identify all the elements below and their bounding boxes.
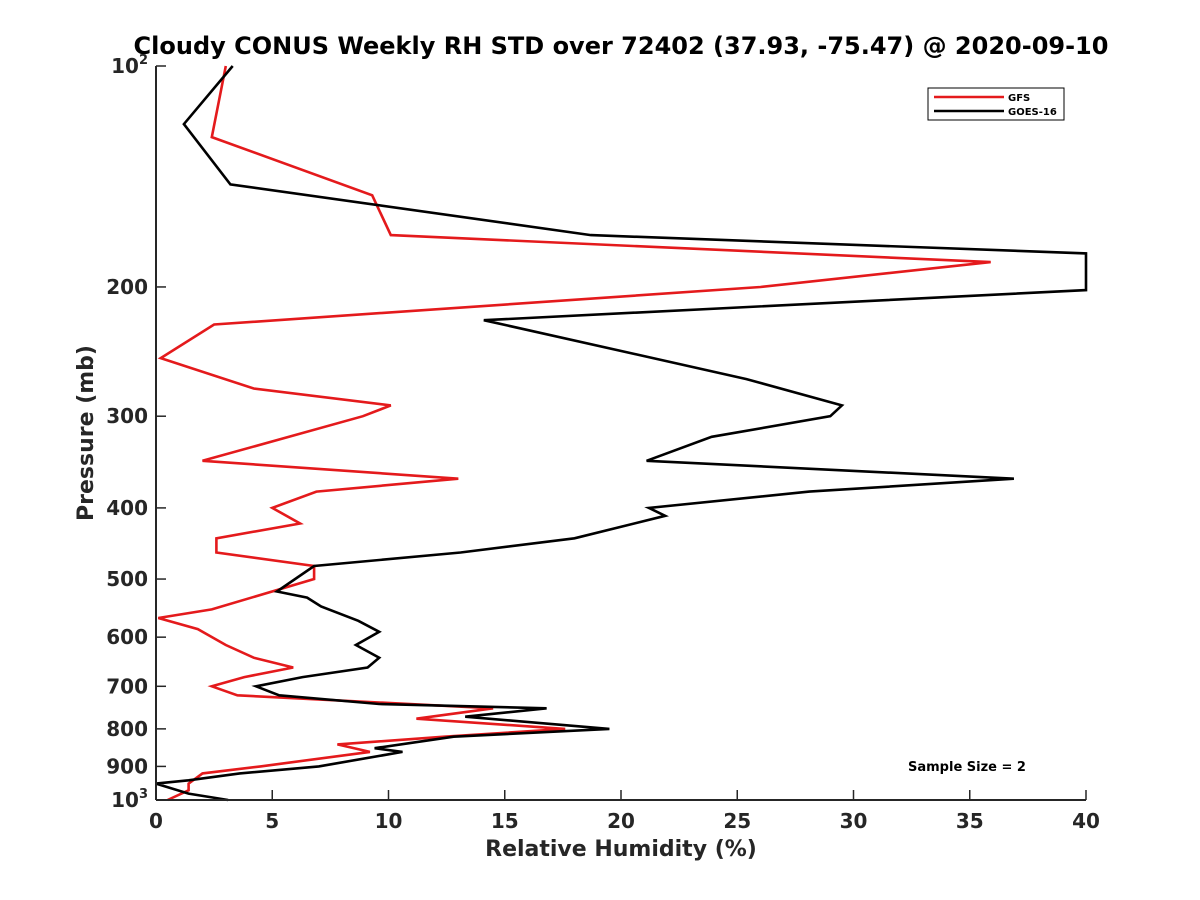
y-tick-label: 900 — [106, 754, 148, 778]
series-lines — [155, 65, 1088, 802]
y-axis-ticks: 102 200 300 400 500 600 700 800 900 103 — [106, 53, 166, 812]
legend-box — [927, 87, 1065, 121]
x-tick-label: 40 — [1072, 809, 1100, 833]
y-tick-label: 103 — [111, 787, 148, 812]
x-tick-label: 20 — [607, 809, 635, 833]
y-tick-label: 800 — [106, 717, 148, 741]
x-tick-label: 5 — [265, 809, 279, 833]
y-tick-label: 200 — [106, 275, 148, 299]
chart-title: Cloudy CONUS Weekly RH STD over 72402 (3… — [134, 32, 1109, 60]
x-tick-label: 0 — [149, 809, 163, 833]
legend-label-goes16: GOES-16 — [1008, 107, 1057, 118]
x-axis-label: Relative Humidity (%) — [485, 837, 757, 862]
x-tick-label: 25 — [723, 809, 751, 833]
legend-label-gfs: GFS — [1008, 93, 1030, 104]
y-tick-label: 102 — [111, 53, 148, 78]
y-tick-label: 300 — [106, 404, 148, 428]
legend: GFS GOES-16 — [927, 87, 1065, 121]
y-axis-label: Pressure (mb) — [74, 345, 99, 521]
y-tick-label: 700 — [106, 674, 148, 698]
series-line-gfs — [157, 65, 991, 802]
y-tick-label: 600 — [106, 625, 148, 649]
sample-size-annotation: Sample Size = 2 — [908, 760, 1026, 775]
y-tick-label: 500 — [106, 567, 148, 591]
x-tick-label: 30 — [840, 809, 868, 833]
x-tick-label: 10 — [375, 809, 403, 833]
x-tick-label: 35 — [956, 809, 984, 833]
x-tick-label: 15 — [491, 809, 519, 833]
plot-area: 0 5 10 15 20 25 30 35 40 102 200 300 400 500 600 700 80… — [106, 53, 1100, 833]
y-tick-label: 400 — [106, 496, 148, 520]
x-axis-ticks: 0 5 10 15 20 25 30 35 40 — [149, 790, 1100, 833]
series-line-goes16 — [155, 65, 1088, 802]
